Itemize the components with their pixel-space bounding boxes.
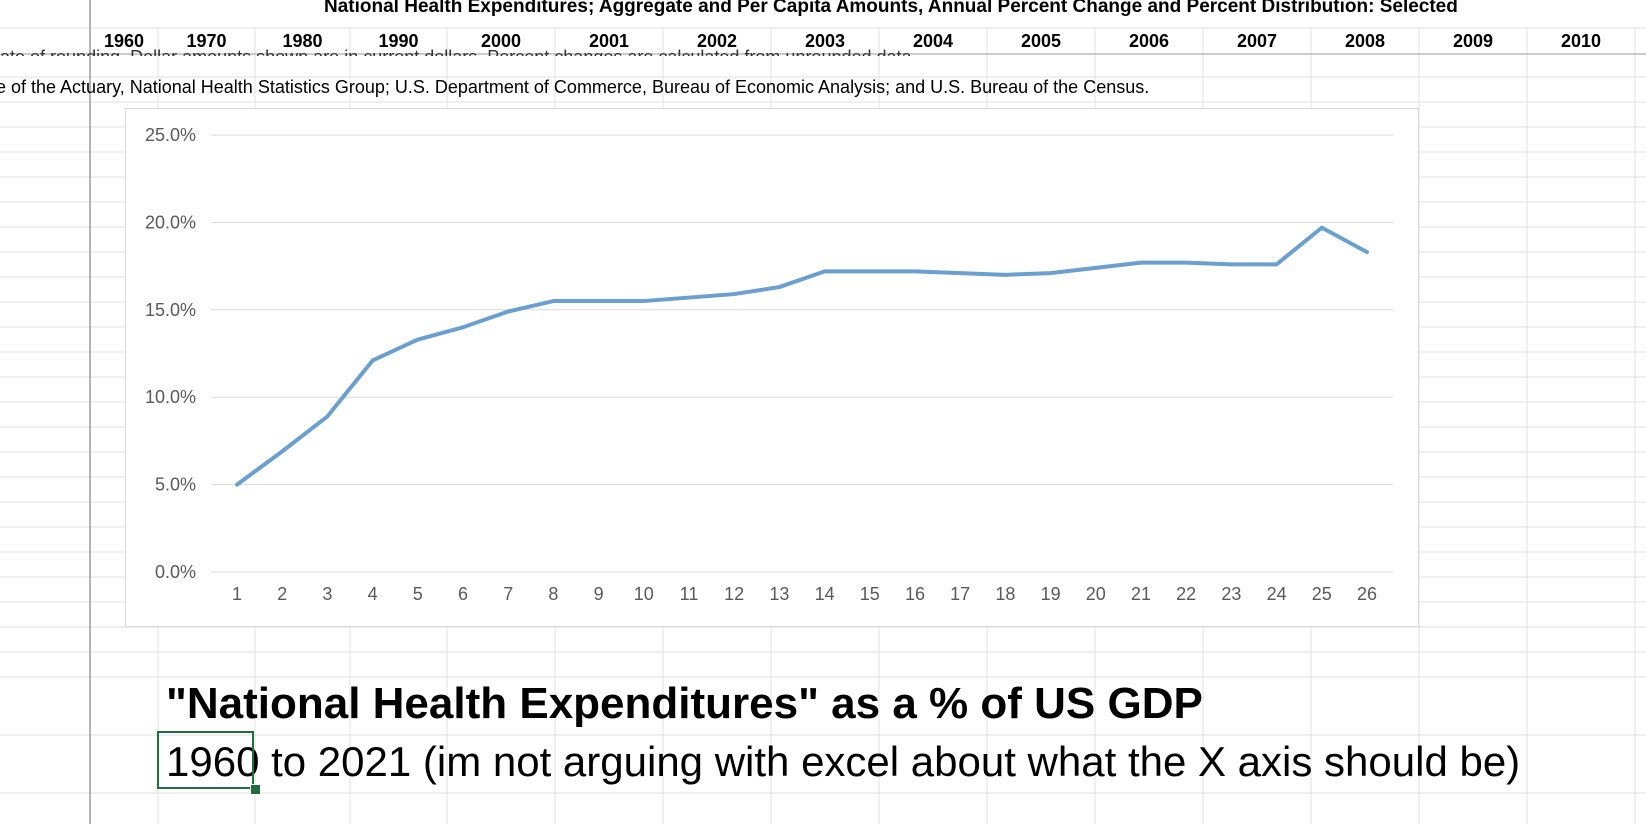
data-point[interactable] (280, 449, 284, 453)
year-header-2003[interactable]: 2003 (804, 31, 846, 51)
x-tick-label: 8 (548, 584, 558, 604)
caption-title[interactable]: "National Health Expenditures" as a % of… (166, 679, 1203, 728)
data-point[interactable] (687, 296, 691, 300)
x-tick-label: 4 (368, 584, 378, 604)
year-header-1970[interactable]: 1970 (186, 31, 227, 51)
x-tick-label: 14 (815, 584, 835, 604)
year-header-2009[interactable]: 2009 (1452, 31, 1494, 51)
x-tick-label: 10 (634, 584, 654, 604)
year-header-2008[interactable]: 2008 (1344, 31, 1386, 51)
x-tick-label: 21 (1131, 584, 1151, 604)
x-tick-label: 5 (413, 584, 423, 604)
x-tick-label: 18 (995, 584, 1015, 604)
year-header-2005[interactable]: 2005 (1020, 31, 1062, 51)
data-point[interactable] (913, 269, 917, 273)
y-tick-label: 20.0% (145, 212, 196, 232)
data-point[interactable] (506, 310, 510, 314)
x-tick-label: 26 (1357, 584, 1377, 604)
x-tick-label: 19 (1041, 584, 1061, 604)
data-point[interactable] (1365, 250, 1369, 254)
y-tick-label: 25.0% (145, 125, 196, 145)
data-point[interactable] (1094, 266, 1098, 270)
chart-svg: 0.0%5.0%10.0%15.0%20.0%25.0%1 2 3 4 5 6 7 8 9 10 1… (145, 125, 1393, 604)
x-tick-label: 22 (1176, 584, 1196, 604)
year-header-1990[interactable]: 1990 (378, 31, 419, 51)
line-chart[interactable]: 0.0% 5.0% 10.0% 15.0% 20.0% 25.0% 1 2 3 4 5 6 7 8 9 10 1… (125, 108, 1419, 627)
sheet-title[interactable]: National Health Expenditures; Aggregate … (324, 0, 1458, 17)
y-tick-label: 15.0% (145, 300, 196, 320)
data-point[interactable] (777, 285, 781, 289)
series-line-0[interactable] (235, 225, 1369, 487)
caption-subtitle[interactable]: 1960 to 2021 (im not arguing with excel … (166, 738, 1521, 785)
y-tick-label: 5.0% (155, 475, 196, 495)
x-tick-label: 20 (1086, 584, 1106, 604)
x-tick-label: 17 (950, 584, 970, 604)
data-point[interactable] (597, 299, 601, 303)
x-tick-label: 6 (458, 584, 468, 604)
data-point[interactable] (551, 299, 555, 303)
year-header-2010[interactable]: 2010 (1560, 31, 1602, 51)
source-line[interactable]: e of the Actuary, National Health Statis… (0, 77, 1150, 97)
data-point[interactable] (823, 269, 827, 273)
year-header-2001[interactable]: 2001 (588, 31, 630, 51)
year-header-2002[interactable]: 2002 (696, 31, 738, 51)
y-tick-label: 10.0% (145, 387, 196, 407)
data-point[interactable] (868, 269, 872, 273)
data-point[interactable] (416, 338, 420, 342)
x-tick-label: 1 (232, 584, 242, 604)
y-tick-label: 0.0% (155, 562, 196, 582)
x-tick-label: 16 (905, 584, 925, 604)
note-line[interactable]: ate of rounding. Dollar amounts shown ar… (0, 40, 917, 56)
year-header-2007[interactable]: 2007 (1236, 31, 1278, 51)
x-tick-label: 11 (680, 584, 699, 604)
data-point[interactable] (1003, 273, 1007, 277)
fill-handle[interactable] (250, 784, 261, 795)
data-point[interactable] (1320, 226, 1324, 230)
year-header-2004[interactable]: 2004 (912, 31, 954, 51)
year-header-2006[interactable]: 2006 (1128, 31, 1170, 51)
x-tick-label: 2 (277, 584, 287, 604)
x-tick-label: 12 (724, 584, 744, 604)
x-tick-label: 24 (1267, 584, 1287, 604)
x-tick-label: 23 (1221, 584, 1241, 604)
data-point[interactable] (958, 271, 962, 275)
x-tick-label: 9 (594, 584, 604, 604)
data-point[interactable] (1184, 261, 1188, 265)
data-point[interactable] (1275, 262, 1279, 266)
selected-cell[interactable] (157, 731, 254, 789)
x-tick-label: 25 (1312, 584, 1332, 604)
x-tick-label: 3 (322, 584, 332, 604)
year-header-1980[interactable]: 1980 (282, 31, 323, 51)
data-point[interactable] (1139, 261, 1143, 265)
data-point[interactable] (642, 299, 646, 303)
year-header-1960[interactable]: 1960 (103, 31, 145, 51)
x-tick-label: 7 (503, 584, 513, 604)
data-point[interactable] (1049, 271, 1053, 275)
data-point[interactable] (371, 358, 375, 362)
data-point[interactable] (1229, 262, 1233, 266)
data-point[interactable] (732, 292, 736, 296)
data-point[interactable] (461, 325, 465, 329)
x-tick-label: 15 (860, 584, 880, 604)
data-point[interactable] (235, 483, 239, 487)
x-tick-label: 13 (769, 584, 789, 604)
data-point[interactable] (325, 414, 329, 418)
year-header-2000[interactable]: 2000 (480, 31, 522, 51)
